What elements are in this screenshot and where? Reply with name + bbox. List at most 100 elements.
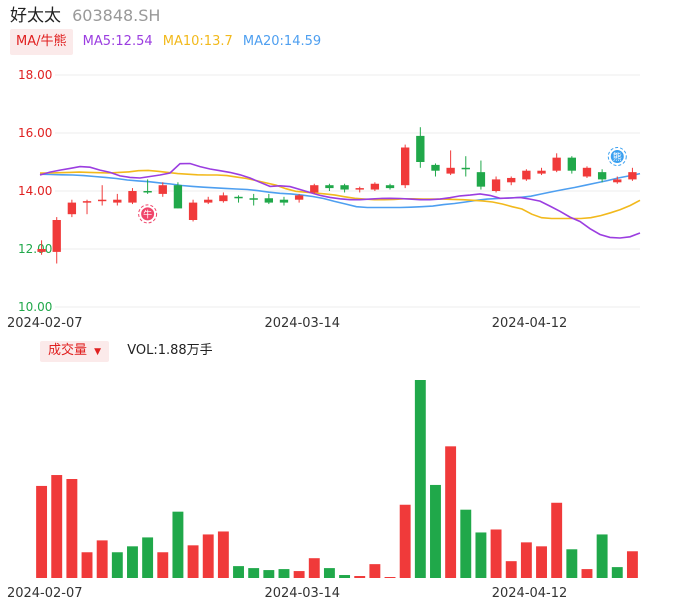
candle-body (355, 188, 364, 190)
candle-body (37, 249, 46, 252)
price-tick-label: 18.00 (18, 68, 52, 82)
volume-bar (66, 479, 78, 578)
candle-body (325, 185, 334, 189)
candle-body (491, 179, 501, 191)
candle-body (340, 185, 349, 190)
candle-body (522, 170, 531, 180)
volume-bar (172, 511, 184, 578)
volume-value: VOL:1.88万手 (127, 343, 213, 358)
bull-marker-label: 牛 (143, 208, 152, 220)
volume-bar (81, 552, 93, 578)
candle-body (507, 177, 516, 183)
volume-bar (339, 575, 351, 578)
volume-bar (248, 568, 260, 578)
candle-body (385, 185, 395, 189)
candle-body (567, 157, 576, 171)
candle-body (67, 202, 77, 215)
ma-indicator-selector[interactable]: MA/牛熊 (10, 29, 73, 55)
volume-bar (354, 576, 366, 578)
candle-body (582, 167, 592, 177)
volume-bar (51, 475, 63, 578)
price-date-label: 2024-03-14 (264, 316, 340, 331)
volume-bar (263, 570, 275, 578)
bear-marker-label: 熊 (613, 151, 622, 163)
volume-bar (551, 502, 563, 578)
candle-body (264, 198, 273, 203)
ma10-value: MA10:13.7 (162, 34, 233, 49)
ma5-value: MA5:12.54 (82, 34, 153, 49)
candle-body (158, 185, 167, 194)
price-date-label: 2024-02-07 (7, 316, 83, 331)
candle-body (113, 199, 122, 203)
candle-body (52, 220, 61, 252)
candle-body (431, 164, 440, 171)
volume-legend: 成交量 ▼ VOL:1.88万手 (40, 341, 213, 362)
candle-body (401, 147, 410, 186)
candle-body (128, 191, 137, 203)
volume-bar (384, 577, 396, 578)
volume-bar (536, 546, 547, 578)
volume-bar (127, 546, 138, 578)
volume-bar (369, 564, 381, 578)
candle-body (613, 179, 622, 183)
volume-bar (308, 558, 320, 578)
candle-body (188, 202, 198, 220)
price-tick-label: 14.00 (18, 184, 52, 198)
volume-bar (611, 567, 623, 578)
volume-bar (202, 534, 214, 578)
candle-body (461, 167, 470, 170)
volume-bar (581, 569, 593, 578)
volume-bar (414, 380, 426, 578)
candle-body (219, 195, 228, 202)
candle-body (173, 185, 183, 209)
ma10-line (40, 169, 641, 220)
volume-bar (142, 537, 154, 578)
candle-body (416, 135, 425, 162)
candle-body (552, 157, 561, 171)
volume-bar (323, 568, 335, 578)
candle-body (98, 199, 107, 202)
volume-bar (520, 542, 532, 578)
volume-bar (505, 561, 517, 578)
bear-marker-ring (607, 147, 627, 166)
volume-bar (111, 552, 123, 578)
ma5-line (39, 162, 641, 239)
volume-bar (475, 532, 487, 578)
price-tick-label: 12.00 (18, 242, 52, 256)
volume-bar (430, 484, 441, 578)
candle-body (476, 172, 486, 187)
candle-body (82, 201, 92, 203)
ma20-line (39, 172, 641, 209)
price-tick-label: 16.00 (18, 126, 52, 140)
candle-body (597, 172, 607, 180)
stock-name: 好太太 (10, 6, 61, 26)
volume-bar (187, 545, 199, 578)
candle-body (143, 191, 152, 193)
volume-date-label: 2024-02-07 (7, 586, 83, 601)
stock-code: 603848.SH (72, 6, 161, 25)
candle-body (628, 172, 637, 180)
price-tick-label: 10.00 (18, 300, 52, 314)
candle-body (234, 196, 243, 199)
volume-bar (626, 551, 638, 578)
price-date-label: 2024-04-12 (492, 316, 568, 331)
candle-body (279, 199, 289, 203)
volume-bar (445, 446, 457, 578)
ma-legend: MA/牛熊 MA5:12.54 MA10:13.7 MA20:14.59 (10, 29, 321, 55)
bull-marker (141, 207, 155, 221)
volume-bar (157, 552, 169, 578)
candle-body (446, 167, 455, 174)
candle-body (249, 198, 258, 200)
volume-bar (460, 509, 472, 578)
ma20-value: MA20:14.59 (242, 34, 322, 49)
volume-bar (399, 504, 411, 578)
volume-bar (596, 534, 608, 578)
volume-indicator-selector[interactable]: 成交量 ▼ (40, 341, 110, 362)
bear-marker (610, 150, 624, 163)
candle-body (370, 183, 380, 190)
volume-bar (278, 569, 290, 578)
volume-bar (490, 529, 502, 578)
volume-indicator-label: 成交量 (48, 343, 88, 358)
candle-body (204, 199, 213, 203)
